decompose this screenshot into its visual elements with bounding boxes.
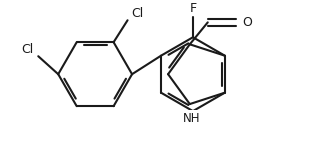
Text: F: F — [189, 2, 196, 15]
Text: O: O — [243, 16, 252, 29]
Text: Cl: Cl — [132, 7, 144, 20]
Text: NH: NH — [183, 111, 201, 125]
Text: Cl: Cl — [21, 43, 33, 56]
